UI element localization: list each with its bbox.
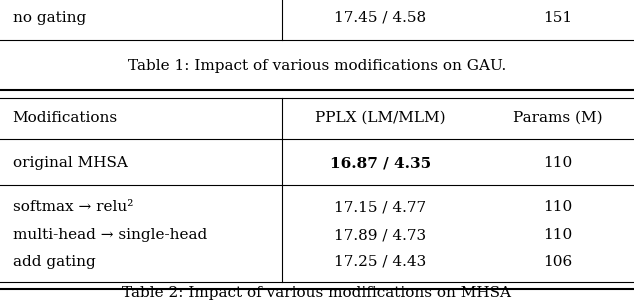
Text: softmax → relu²: softmax → relu² [13, 200, 133, 214]
Text: 110: 110 [543, 156, 573, 170]
Text: multi-head → single-head: multi-head → single-head [13, 228, 207, 242]
Text: no gating: no gating [13, 11, 86, 25]
Text: Modifications: Modifications [13, 111, 118, 125]
Text: 106: 106 [543, 255, 573, 269]
Text: 110: 110 [543, 200, 573, 214]
Text: PPLX (LM/MLM): PPLX (LM/MLM) [315, 111, 446, 125]
Text: 110: 110 [543, 228, 573, 242]
Text: 17.25 / 4.43: 17.25 / 4.43 [334, 255, 427, 269]
Text: original MHSA: original MHSA [13, 156, 127, 170]
Text: 151: 151 [543, 11, 573, 25]
Text: 16.87 / 4.35: 16.87 / 4.35 [330, 156, 431, 170]
Text: 17.45 / 4.58: 17.45 / 4.58 [334, 11, 427, 25]
Text: Params (M): Params (M) [513, 111, 603, 125]
Text: 17.89 / 4.73: 17.89 / 4.73 [334, 228, 427, 242]
Text: 17.15 / 4.77: 17.15 / 4.77 [334, 200, 427, 214]
Text: Table 2: Impact of various modifications on MHSA: Table 2: Impact of various modifications… [122, 286, 512, 300]
Text: Table 1: Impact of various modifications on GAU.: Table 1: Impact of various modifications… [128, 59, 506, 73]
Text: add gating: add gating [13, 255, 96, 269]
